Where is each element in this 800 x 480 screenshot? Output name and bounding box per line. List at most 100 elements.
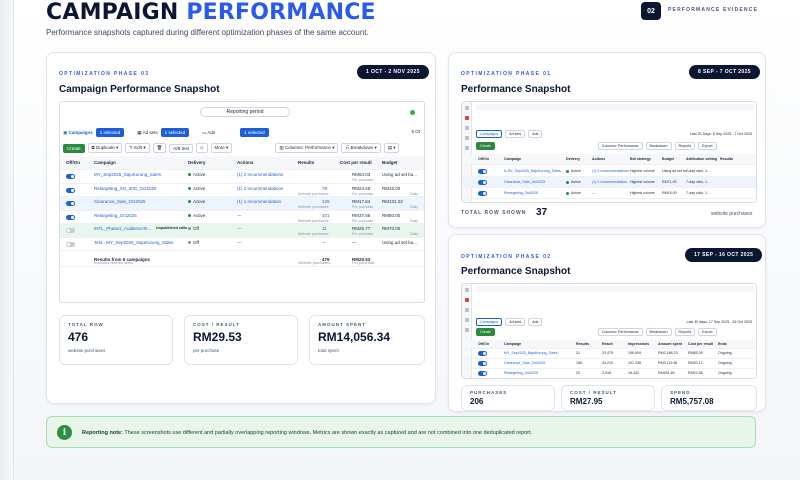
create-button[interactable]: Create bbox=[476, 328, 495, 336]
campaign-name[interactable]: Clearance_Sale_Oct2025 bbox=[504, 361, 546, 365]
tab-adsets[interactable]: ▦ Ad sets bbox=[137, 129, 158, 135]
campaign-name[interactable]: MY_Sep2025_SajuKurung_Sales bbox=[94, 172, 162, 177]
campaign-name[interactable]: Retargeting_SG_30D_Oct2025 bbox=[94, 185, 157, 191]
column-header[interactable]: Campaign bbox=[504, 342, 522, 346]
table-row[interactable]: Retargeting_Oct2025 Active — 101 Website pur… bbox=[60, 211, 424, 224]
table-row[interactable]: INTL_Phase1_AudienceTe... Unpublished edi… bbox=[60, 224, 424, 238]
tag-button[interactable]: ◇ bbox=[196, 143, 208, 153]
campaigns-selected-chip[interactable]: 1 selected bbox=[95, 128, 125, 137]
on-off-toggle[interactable] bbox=[478, 351, 487, 356]
table-row[interactable]: Clearance_Sale_Oct2025 Active (1) 1 recomm… bbox=[60, 197, 424, 211]
recommendations-link[interactable]: (1) 2 recommendations bbox=[592, 169, 629, 173]
tab-ads[interactable]: Ads bbox=[528, 130, 543, 138]
col-results[interactable]: Results bbox=[298, 160, 315, 165]
create-button[interactable]: Create bbox=[476, 142, 495, 150]
column-header[interactable]: Reach bbox=[602, 342, 613, 346]
table-row[interactable]: MY_Sep2025_SajuKurung_Sales Active (1) 2 r… bbox=[60, 170, 424, 184]
campaign-name[interactable]: Clearance_Sale_Oct2025 bbox=[94, 199, 146, 204]
column-header[interactable]: Off/On bbox=[478, 157, 490, 161]
campaign-name[interactable]: Retargeting_Oct2025 bbox=[94, 212, 137, 218]
on-off-toggle[interactable] bbox=[66, 201, 75, 206]
col-onoff[interactable]: Off/On bbox=[66, 160, 80, 165]
col-delivery[interactable]: Delivery bbox=[188, 160, 206, 165]
table-row[interactable]: Test - MY_Sep2025_SajuKurung_Sales Off — — —… bbox=[60, 238, 424, 251]
tab-adsets[interactable]: Ad sets bbox=[505, 130, 526, 138]
tab-campaigns[interactable]: ▣ Campaigns bbox=[63, 129, 93, 135]
col-cpr[interactable]: Cost per result bbox=[340, 160, 372, 165]
export-button[interactable]: Export bbox=[698, 142, 717, 150]
column-header[interactable]: Actions bbox=[592, 157, 606, 161]
reports-button[interactable]: Reports bbox=[674, 142, 696, 150]
edit-button[interactable]: ✎ Edit ▾ bbox=[125, 143, 150, 153]
tab-campaigns[interactable]: Campaigns bbox=[476, 318, 503, 326]
campaign-name[interactable]: Test - MY_Sep2025_SajuKurung_Sales bbox=[94, 239, 174, 245]
breakdown-button[interactable]: Breakdown bbox=[645, 328, 672, 336]
campaign-name[interactable]: Retargeting_Oct2025 bbox=[504, 371, 539, 375]
column-header[interactable]: Amount spent bbox=[658, 342, 683, 346]
recommendations-link[interactable]: (1) 2 recommendations bbox=[237, 185, 284, 191]
column-header[interactable]: Campaign bbox=[504, 157, 522, 161]
columns-button[interactable]: ▥ Columns: Performance ▾ bbox=[275, 143, 339, 153]
breakdown-button[interactable]: ☷ Breakdown ▾ bbox=[341, 143, 381, 153]
campaign-name[interactable]: Retargeting_Oct2025 bbox=[504, 191, 539, 195]
tab-campaigns[interactable]: Campaigns bbox=[476, 130, 503, 138]
column-header[interactable]: Ends bbox=[718, 342, 727, 346]
on-off-toggle[interactable] bbox=[478, 361, 487, 366]
duplicate-button[interactable]: ⧉ Duplicate ▾ bbox=[87, 143, 123, 153]
campaign-name[interactable]: MY_Sep2025_BajuKurung_Sales bbox=[504, 351, 558, 355]
column-header[interactable]: Attribution setting bbox=[686, 157, 718, 161]
recommendations-link[interactable]: — bbox=[237, 239, 242, 245]
tab-ads[interactable]: ▭ Ads bbox=[202, 129, 216, 135]
on-off-toggle[interactable] bbox=[66, 241, 75, 247]
table-row[interactable]: A-RV_Sep2025_BajuKurung_Sales Active (1) 2… bbox=[462, 166, 756, 177]
table-row[interactable]: Clearance_Sale_Oct2025 Active (1) 1 recomm… bbox=[462, 177, 756, 188]
table-row[interactable]: Clearance_Sale_Oct2025 155 44,210 101,338 RM… bbox=[462, 359, 756, 369]
more-button[interactable]: More ▾ bbox=[210, 143, 233, 153]
on-off-toggle[interactable] bbox=[66, 174, 75, 179]
adsets-selected-chip[interactable]: 1 selected bbox=[160, 128, 190, 137]
columns-button[interactable]: Columns: Performance bbox=[597, 328, 643, 336]
on-off-toggle[interactable] bbox=[478, 169, 487, 174]
recommendations-link[interactable]: — bbox=[237, 212, 242, 218]
create-button[interactable]: Create bbox=[63, 143, 85, 153]
recommendations-link[interactable]: (1) 1 recommendation bbox=[592, 180, 628, 184]
date-range[interactable]: Last 30 days: 17 Sep 2025 - 16 Oct 2025 bbox=[686, 320, 752, 324]
column-header[interactable]: Delivery bbox=[566, 157, 580, 161]
column-header[interactable]: Off/On bbox=[478, 342, 490, 346]
table-row[interactable]: Retargeting_SG_30D_Oct2025 Active (1) 2 re… bbox=[60, 184, 424, 197]
date-range[interactable]: Last 30 Days: 8 Sep 2025 - 7 Oct 2025 bbox=[689, 132, 752, 136]
column-header[interactable]: Budget bbox=[662, 157, 675, 161]
abtest-button[interactable]: A/B test bbox=[169, 143, 194, 153]
column-header[interactable]: Bid strategy bbox=[630, 157, 651, 161]
on-off-toggle[interactable] bbox=[66, 187, 75, 193]
column-header[interactable]: Cost per result bbox=[688, 342, 714, 346]
column-header[interactable]: Results bbox=[576, 342, 589, 346]
on-off-toggle[interactable] bbox=[478, 371, 487, 376]
on-off-toggle[interactable] bbox=[478, 180, 487, 185]
delete-button[interactable]: 🗑 bbox=[152, 143, 167, 153]
col-budget[interactable]: Budget bbox=[382, 160, 398, 165]
on-off-toggle[interactable] bbox=[478, 191, 487, 196]
recommendations-link[interactable]: (1) 1 recommendation bbox=[237, 199, 282, 204]
table-row[interactable]: Retargeting_Oct2025 Active — Highest volume… bbox=[462, 188, 756, 199]
table-row[interactable]: MY_Sep2025_BajuKurung_Sales 31 33,475 196,6… bbox=[462, 349, 756, 359]
tab-adsets[interactable]: Ad sets bbox=[505, 318, 526, 326]
columns-button[interactable]: Columns: Performance bbox=[597, 142, 643, 150]
table-row[interactable]: Retargeting_Oct2025 20 3,916 18,442 RM451.60… bbox=[462, 369, 756, 378]
recommendations-link[interactable]: (1) 2 recommendations bbox=[237, 172, 284, 177]
tab-ads[interactable]: Ads bbox=[528, 318, 543, 326]
reports-button[interactable]: ▤ ▾ bbox=[383, 143, 400, 153]
export-button[interactable]: Export bbox=[698, 328, 717, 336]
col-actions[interactable]: Actions bbox=[237, 160, 254, 165]
col-campaign[interactable]: Campaign bbox=[94, 160, 116, 165]
on-off-toggle[interactable] bbox=[66, 214, 75, 220]
campaign-name[interactable]: INTL_Phase1_AudienceTe... bbox=[94, 226, 152, 231]
column-header[interactable]: Impressions bbox=[628, 342, 650, 346]
campaign-name[interactable]: Clearance_Sale_Oct2025 bbox=[504, 180, 546, 184]
recommendations-link[interactable]: — bbox=[592, 191, 596, 195]
recommendations-link[interactable]: — bbox=[237, 226, 242, 231]
breakdown-button[interactable]: Breakdown bbox=[645, 142, 672, 150]
ads-selected-chip[interactable]: 1 selected bbox=[240, 128, 269, 137]
column-header[interactable]: Results bbox=[720, 157, 733, 161]
on-off-toggle[interactable] bbox=[66, 228, 75, 233]
